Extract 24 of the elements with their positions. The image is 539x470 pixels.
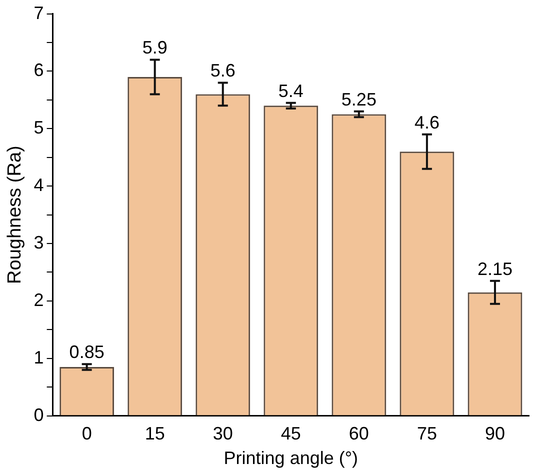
data-label: 5.4: [278, 80, 304, 101]
data-label: 5.9: [142, 38, 168, 58]
data-label: 5.25: [341, 89, 376, 110]
x-axis-title: Printing angle (°): [224, 448, 358, 468]
y-tick-label: 4: [34, 175, 44, 196]
y-tick-label: 1: [34, 347, 44, 368]
x-tick-label: 75: [416, 424, 437, 444]
y-tick-label: 3: [34, 232, 44, 252]
x-tick-label: 30: [212, 424, 233, 444]
y-tick-label: 6: [34, 60, 44, 80]
y-tick-label: 7: [34, 2, 44, 23]
y-tick-label: 2: [34, 290, 44, 310]
x-tick-label: 45: [280, 424, 301, 444]
data-label: 2.15: [477, 258, 513, 279]
y-axis-title: Roughness (Ra): [4, 146, 26, 284]
y-tick-label: 0: [34, 404, 44, 425]
y-tick-label: 5: [34, 118, 44, 138]
data-label: 4.6: [414, 112, 440, 132]
x-tick-label: 15: [144, 424, 165, 444]
data-label: 5.6: [210, 60, 236, 81]
data-label: 0.85: [69, 342, 104, 362]
x-tick-label: 60: [348, 424, 369, 444]
x-tick-label: 0: [82, 424, 92, 444]
x-tick-label: 90: [484, 424, 505, 444]
